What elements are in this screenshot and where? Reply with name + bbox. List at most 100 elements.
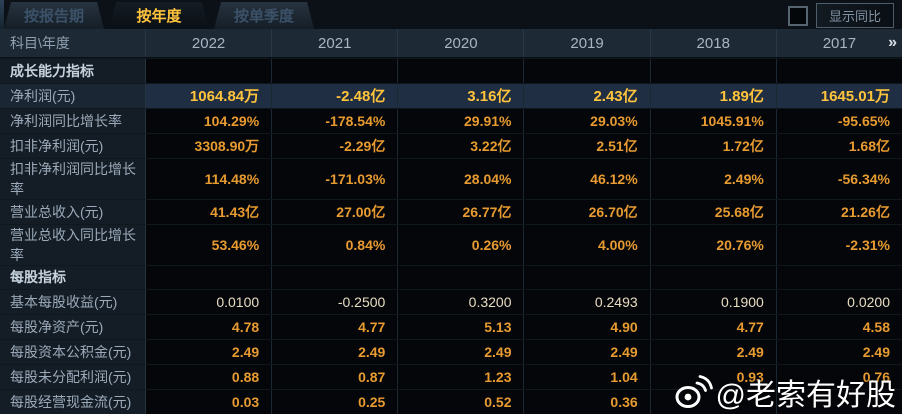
row-label: 每股经营现金流(元) bbox=[0, 390, 145, 414]
cell-value: 1.72亿 bbox=[649, 133, 776, 158]
cell-value: 0.3200 bbox=[397, 290, 524, 315]
cell-value: 0.93 bbox=[649, 365, 776, 390]
cell-value: 1.04 bbox=[523, 365, 650, 390]
cell-value bbox=[649, 59, 776, 83]
cell-value: 53.46% bbox=[145, 224, 272, 265]
cell-value bbox=[271, 265, 398, 290]
cell-value: 3308.90万 bbox=[145, 133, 272, 158]
cell-value bbox=[775, 59, 902, 83]
cell-value: 0.88 bbox=[145, 365, 272, 390]
row-label: 成长能力指标 bbox=[0, 59, 145, 83]
cell-value bbox=[775, 265, 902, 290]
cell-value: 29.91% bbox=[397, 108, 524, 133]
tab-by-year[interactable]: 按年度 bbox=[109, 2, 209, 29]
tab-by-report-period[interactable]: 按报告期 bbox=[4, 2, 104, 29]
cell-value: 2.49 bbox=[775, 340, 902, 365]
cell-value: 21.26亿 bbox=[775, 199, 902, 224]
cell-value: 5.13 bbox=[397, 315, 524, 340]
row-label: 基本每股收益(元) bbox=[0, 290, 145, 315]
column-header-year: 2019 bbox=[523, 29, 649, 57]
tab-bar: 按报告期 按年度 按单季度 显示同比 bbox=[0, 0, 902, 29]
table-row: 每股资本公积金(元) 2.49 2.49 2.49 2.49 2.49 2.49 bbox=[0, 339, 902, 365]
show-yoy-checkbox[interactable] bbox=[787, 5, 808, 26]
cell-value bbox=[523, 59, 650, 83]
cell-value: 28.04% bbox=[397, 158, 524, 199]
cell-value: 0.76 bbox=[775, 365, 902, 390]
cell-value: 41.43亿 bbox=[145, 199, 272, 224]
cell-value: 0.25 bbox=[271, 390, 398, 414]
cell-value: 1.23 bbox=[397, 365, 524, 390]
table-row: 扣非净利润(元) 3308.90万 -2.29亿 3.22亿 2.51亿 1.72亿 1.6… bbox=[0, 132, 902, 158]
table-row: 扣非净利润同比增长率 114.48% -171.03% 28.04% 46.12% 2.4… bbox=[0, 157, 902, 199]
cell-value: -2.31% bbox=[775, 224, 902, 265]
table-row: 净利润同比增长率 104.29% -178.54% 29.91% 29.03% 1045.… bbox=[0, 107, 902, 133]
table-row: 每股未分配利润(元) 0.88 0.87 1.23 1.04 0.93 0.76 bbox=[0, 364, 902, 390]
cell-value: 20.76% bbox=[649, 224, 776, 265]
row-label: 每股未分配利润(元) bbox=[0, 365, 145, 390]
cell-value: 2.51亿 bbox=[523, 133, 650, 158]
column-header-year: 2017» bbox=[775, 29, 902, 57]
cell-value: 0.52 bbox=[397, 390, 524, 414]
table-row: 净利润(元) 1064.84万 -2.48亿 3.16亿 2.43亿 1.89亿 1645.… bbox=[0, 82, 902, 108]
section-row: 成长能力指标 bbox=[0, 58, 902, 83]
table-row: 营业总收入同比增长率 53.46% 0.84% 0.26% 4.00% 20.76% -2.… bbox=[0, 223, 902, 265]
cell-value: 1.68亿 bbox=[775, 133, 902, 158]
cell-value bbox=[397, 265, 524, 290]
row-label: 营业总收入(元) bbox=[0, 199, 145, 224]
cell-value: 1045.91% bbox=[649, 108, 776, 133]
show-yoy-label[interactable]: 显示同比 bbox=[815, 3, 894, 28]
table-header-row: 科目\年度 2022 2021 2020 2019 2018 2017» bbox=[0, 29, 902, 58]
cell-value: 4.77 bbox=[271, 315, 398, 340]
cell-value: 0.1900 bbox=[649, 290, 776, 315]
cell-value: -56.34% bbox=[775, 158, 902, 199]
cell-value: 4.77 bbox=[649, 315, 776, 340]
column-header-year: 2021 bbox=[271, 29, 397, 57]
cell-value bbox=[523, 265, 650, 290]
cell-value: 4.00% bbox=[523, 224, 650, 265]
section-row: 每股指标 bbox=[0, 264, 902, 290]
cell-value: 3.22亿 bbox=[397, 133, 524, 158]
cell-value: 25.68亿 bbox=[649, 199, 776, 224]
cell-value bbox=[775, 390, 902, 414]
cell-value: 27.00亿 bbox=[271, 199, 398, 224]
cell-value: -2.48亿 bbox=[271, 83, 398, 108]
cell-value: 0.0100 bbox=[145, 290, 272, 315]
cell-value: 2.43亿 bbox=[523, 83, 650, 108]
cell-value bbox=[145, 265, 272, 290]
row-label: 扣非净利润同比增长率 bbox=[0, 158, 145, 199]
cell-value: 1645.01万 bbox=[775, 83, 902, 108]
cell-value: -178.54% bbox=[271, 108, 398, 133]
cell-value: 3.16亿 bbox=[397, 83, 524, 108]
tabbar-left-edge bbox=[0, 0, 4, 29]
cell-value: 4.90 bbox=[523, 315, 650, 340]
row-label: 每股资本公积金(元) bbox=[0, 340, 145, 365]
cell-value: 4.78 bbox=[145, 315, 272, 340]
column-header-year: 2018 bbox=[649, 29, 776, 57]
cell-value: 4.58 bbox=[775, 315, 902, 340]
cell-value: 114.48% bbox=[145, 158, 272, 199]
table-row: 营业总收入(元) 41.43亿 27.00亿 26.77亿 26.70亿 25.68亿 21… bbox=[0, 198, 902, 224]
cell-value: 2.49% bbox=[649, 158, 776, 199]
cell-value: -171.03% bbox=[271, 158, 398, 199]
table-body: 成长能力指标 净利润(元) 1064.84万 -2.48亿 3.16亿 2.43亿 1.89… bbox=[0, 58, 902, 414]
cell-value bbox=[271, 59, 398, 83]
cell-value bbox=[649, 390, 776, 414]
yoy-toolbar: 显示同比 bbox=[787, 3, 894, 28]
cell-value: 2.49 bbox=[145, 340, 272, 365]
table-row: 基本每股收益(元) 0.0100 -0.2500 0.3200 0.2493 0.1900… bbox=[0, 289, 902, 315]
cell-value: 2.49 bbox=[397, 340, 524, 365]
cell-value: 1.89亿 bbox=[649, 83, 776, 108]
tab-by-quarter[interactable]: 按单季度 bbox=[214, 2, 314, 29]
more-columns-icon[interactable]: » bbox=[888, 34, 897, 51]
cell-value: 2.49 bbox=[649, 340, 776, 365]
cell-value: 0.84% bbox=[271, 224, 398, 265]
table-row: 每股经营现金流(元) 0.03 0.25 0.52 0.36 bbox=[0, 389, 902, 414]
cell-value: 0.87 bbox=[271, 365, 398, 390]
cell-value: -95.65% bbox=[775, 108, 902, 133]
cell-value: 2.49 bbox=[523, 340, 650, 365]
cell-value: 29.03% bbox=[523, 108, 650, 133]
cell-value: 46.12% bbox=[523, 158, 650, 199]
cell-value: 2.49 bbox=[271, 340, 398, 365]
row-label: 净利润同比增长率 bbox=[0, 108, 145, 133]
